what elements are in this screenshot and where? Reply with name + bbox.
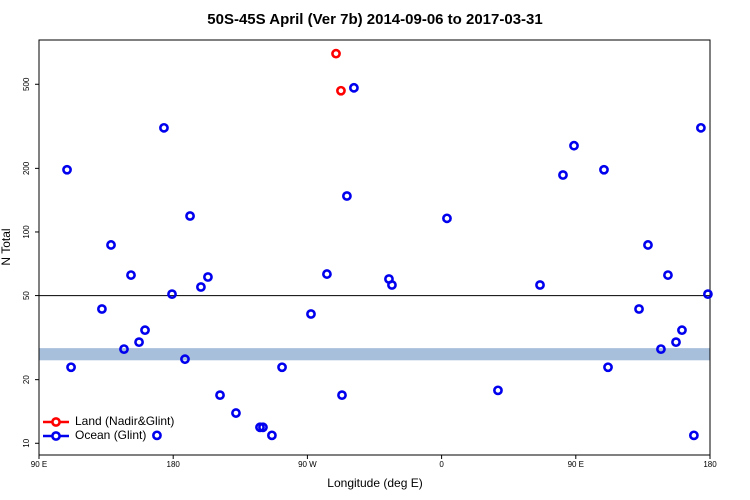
point <box>97 304 107 314</box>
point <box>336 85 346 96</box>
point <box>126 270 136 280</box>
y-axis-label: N Total <box>0 228 13 265</box>
x-tick-label: 180 <box>167 460 181 469</box>
point <box>215 390 225 401</box>
point <box>643 240 653 250</box>
point <box>119 344 129 355</box>
point <box>180 354 190 365</box>
point <box>599 164 609 175</box>
x-tick-label: 180 <box>703 460 717 469</box>
x-tick-label: 0 <box>439 460 444 469</box>
legend-label: Land (Nadir&Glint) <box>75 414 174 428</box>
point <box>337 390 347 401</box>
y-tick-label: 500 <box>22 77 31 91</box>
point <box>634 304 644 314</box>
point <box>688 430 699 441</box>
point <box>66 362 76 373</box>
point <box>493 385 503 396</box>
y-tick-label: 200 <box>22 161 31 175</box>
point <box>387 280 397 290</box>
point <box>442 213 452 224</box>
point <box>342 191 352 201</box>
point <box>231 408 241 418</box>
point <box>703 289 713 300</box>
point <box>656 344 666 355</box>
point <box>322 269 332 279</box>
x-tick-label: 90 E <box>568 460 584 469</box>
point <box>535 280 545 290</box>
point <box>167 289 177 300</box>
y-tick-label: 10 <box>22 438 31 447</box>
point <box>696 122 706 133</box>
chart-title: 50S-45S April (Ver 7b) 2014-09-06 to 201… <box>207 11 542 28</box>
point <box>159 122 169 133</box>
band <box>39 348 710 361</box>
point <box>267 430 277 441</box>
point <box>603 362 613 373</box>
y-tick-label: 100 <box>22 225 31 239</box>
x-tick-label: 90 E <box>31 460 47 469</box>
y-tick-label: 50 <box>22 291 31 300</box>
point <box>331 48 341 59</box>
y-tick-label: 20 <box>22 375 31 384</box>
legend-label: Ocean (Glint) <box>75 428 146 442</box>
point <box>349 82 359 93</box>
x-tick-label: 90 W <box>298 460 317 469</box>
point <box>677 325 687 336</box>
point <box>185 211 195 221</box>
point <box>196 282 206 292</box>
point <box>671 337 681 348</box>
point <box>663 270 673 280</box>
point <box>106 240 116 250</box>
x-axis-label: Longitude (deg E) <box>327 476 422 490</box>
legend-marker <box>51 431 61 441</box>
point <box>134 337 144 348</box>
point <box>277 362 287 373</box>
plot-frame <box>38 39 711 456</box>
point <box>62 164 72 175</box>
point <box>306 309 316 319</box>
legend-marker <box>51 417 61 427</box>
point <box>558 170 568 180</box>
point <box>152 430 162 441</box>
point <box>203 272 213 282</box>
point <box>258 422 268 433</box>
point <box>569 140 579 151</box>
point <box>140 325 150 336</box>
